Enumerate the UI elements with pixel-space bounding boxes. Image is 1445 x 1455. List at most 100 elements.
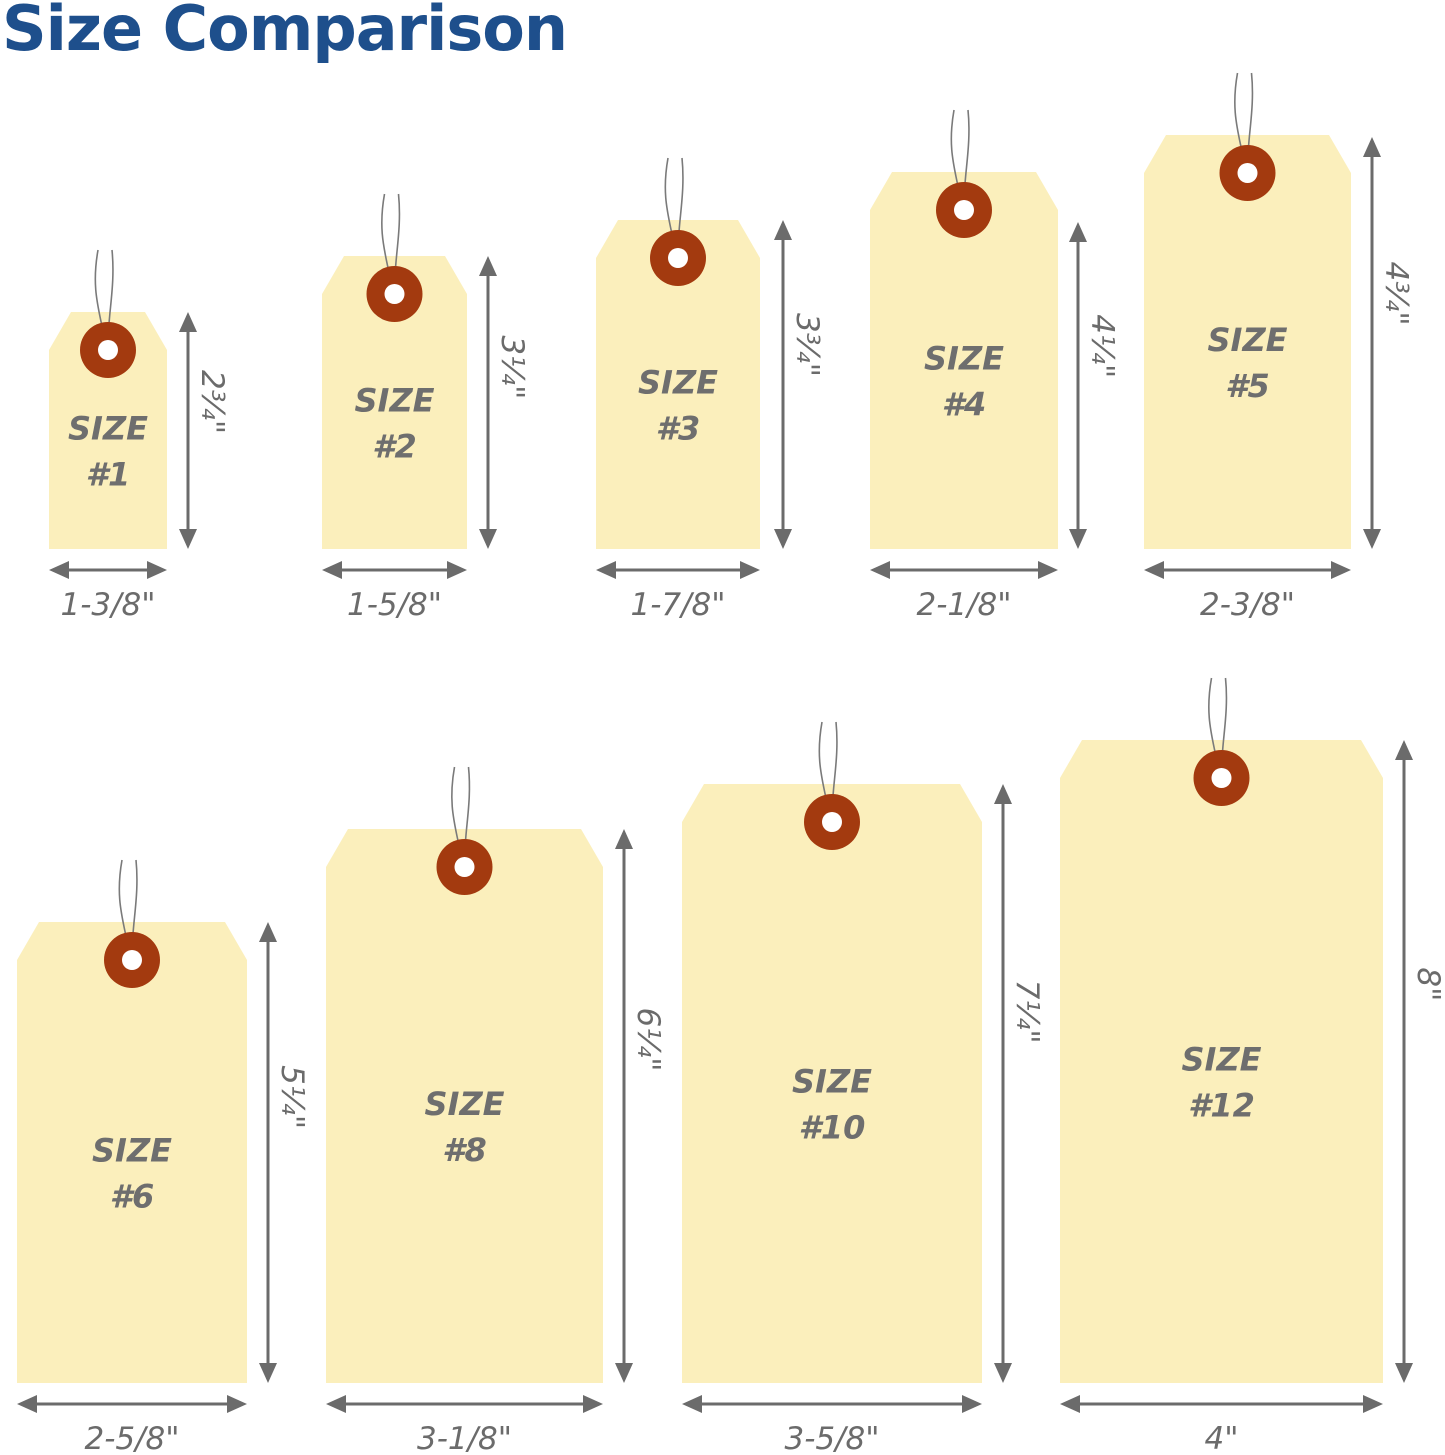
arrow-head [962, 1395, 982, 1413]
eyelet-hole [454, 857, 475, 877]
width-arrow [326, 1395, 603, 1413]
height-label: 3¾" [789, 313, 825, 377]
height-arrow [1363, 137, 1381, 549]
size-number: #8 [442, 1131, 487, 1169]
arrow-head [596, 561, 616, 579]
height-arrow [479, 256, 497, 549]
eyelet-hole [122, 950, 142, 970]
arrow-head [259, 922, 277, 942]
tag-size-12: SIZE #12 8" 4" [1060, 677, 1445, 1455]
height-label: 3¼" [494, 335, 530, 399]
height-label: 4¾" [1378, 262, 1414, 326]
arrow-head [774, 529, 792, 549]
height-label: 5¼" [274, 1065, 310, 1129]
size-label: SIZE [68, 410, 148, 448]
arrow-head [259, 1363, 277, 1383]
height-arrow [1069, 222, 1087, 549]
size-number: #3 [656, 410, 701, 448]
arrow-head [326, 1395, 346, 1413]
arrow-head [1395, 1363, 1413, 1383]
size-label: SIZE [354, 382, 434, 420]
tag-body [326, 829, 603, 1383]
arrow-head [1395, 740, 1413, 760]
arrow-head [994, 784, 1012, 804]
eyelet-hole [954, 200, 974, 220]
width-arrow [870, 561, 1058, 579]
tag-size-2: SIZE #2 3¼" 1-5/8" [322, 193, 530, 623]
size-number: #10 [799, 1109, 866, 1147]
width-label: 4" [1205, 1421, 1239, 1455]
arrow-head [682, 1395, 702, 1413]
eyelet-hole [1211, 768, 1232, 788]
arrow-head [615, 829, 633, 849]
arrow-head [179, 312, 197, 332]
arrow-head [179, 529, 197, 549]
height-arrow [1395, 740, 1413, 1383]
size-label: SIZE [1181, 1041, 1261, 1079]
arrow-head [1038, 561, 1058, 579]
size-number: #4 [942, 386, 987, 424]
height-arrow [259, 922, 277, 1383]
width-arrow [1144, 561, 1351, 579]
tag-body [322, 256, 467, 549]
tag-body [596, 220, 760, 549]
width-arrow [17, 1395, 247, 1413]
arrow-head [479, 529, 497, 549]
arrow-head [1144, 561, 1164, 579]
size-number: #12 [1188, 1087, 1255, 1125]
width-label: 2-1/8" [916, 587, 1011, 623]
tag-body [1144, 135, 1351, 549]
arrow-head [1060, 1395, 1080, 1413]
tag-size-10: SIZE #10 7¼" 3-5/8" [682, 721, 1045, 1455]
arrow-head [615, 1363, 633, 1383]
size-number: #1 [86, 456, 131, 494]
arrow-head [147, 561, 167, 579]
tag-size-5: SIZE #5 4¾" 2-3/8" [1144, 72, 1414, 623]
height-label: 8" [1410, 967, 1445, 1001]
arrow-head [17, 1395, 37, 1413]
height-label: 7¼" [1009, 980, 1045, 1044]
width-label: 1-5/8" [347, 587, 442, 623]
eyelet-hole [668, 248, 688, 268]
page-title: Size Comparison [2, 0, 568, 65]
tag-body [870, 172, 1058, 549]
width-label: 2-5/8" [84, 1421, 179, 1455]
tag-size-1: SIZE #1 2¾" 1-3/8" [49, 249, 230, 623]
arrow-head [1069, 529, 1087, 549]
size-label: SIZE [92, 1132, 172, 1170]
width-arrow [322, 561, 467, 579]
width-arrow [596, 561, 760, 579]
arrow-head [1331, 561, 1351, 579]
height-arrow [179, 312, 197, 549]
size-number: #2 [372, 428, 417, 466]
tag-size-4: SIZE #4 4¼" 2-1/8" [870, 109, 1120, 623]
arrow-head [227, 1395, 247, 1413]
width-label: 3-5/8" [784, 1421, 879, 1455]
size-label: SIZE [1207, 321, 1287, 359]
tag-size-6: SIZE #6 5¼" 2-5/8" [17, 859, 310, 1455]
width-label: 2-3/8" [1200, 587, 1295, 623]
size-number: #6 [110, 1178, 155, 1216]
eyelet-hole [822, 812, 842, 832]
height-arrow [774, 220, 792, 549]
tag-body [49, 312, 167, 549]
arrow-head [479, 256, 497, 276]
tag-size-8: SIZE #8 6¼" 3-1/8" [326, 766, 666, 1455]
arrow-head [1363, 529, 1381, 549]
tag-body [1060, 740, 1383, 1383]
tag-size-3: SIZE #3 3¾" 1-7/8" [596, 157, 825, 623]
height-arrow [994, 784, 1012, 1383]
width-arrow [1060, 1395, 1383, 1413]
height-label: 6¼" [630, 1008, 666, 1072]
arrow-head [49, 561, 69, 579]
arrow-head [322, 561, 342, 579]
arrow-head [774, 220, 792, 240]
size-label: SIZE [638, 364, 718, 402]
arrow-head [1363, 137, 1381, 157]
arrow-head [583, 1395, 603, 1413]
eyelet-hole [98, 340, 118, 360]
width-label: 1-3/8" [60, 587, 155, 623]
height-arrow [615, 829, 633, 1383]
size-number: #5 [1225, 367, 1270, 405]
